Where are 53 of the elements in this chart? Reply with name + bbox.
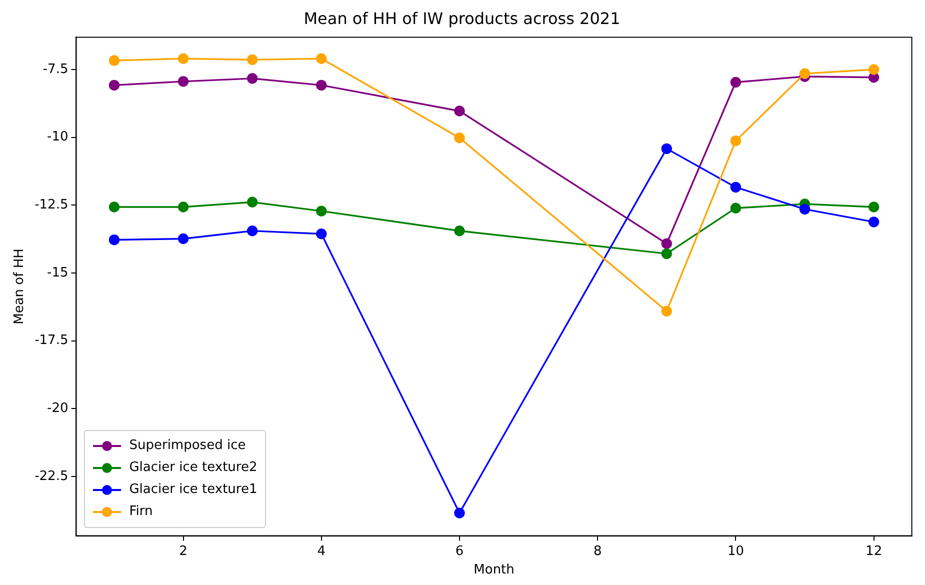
point bbox=[316, 206, 327, 216]
point bbox=[661, 143, 672, 154]
x-tick-label: 2 bbox=[179, 544, 188, 559]
point bbox=[178, 233, 189, 244]
point bbox=[661, 306, 672, 317]
point bbox=[246, 226, 258, 236]
point bbox=[454, 132, 465, 144]
point bbox=[730, 135, 742, 146]
legend-label: Firn bbox=[129, 504, 153, 520]
y-axis-title: Mean of HH bbox=[12, 248, 28, 324]
point bbox=[799, 68, 810, 79]
point bbox=[316, 53, 327, 64]
point bbox=[108, 80, 120, 91]
y-tick-label: -10 bbox=[47, 130, 68, 145]
y-tick-label: -17.5 bbox=[34, 333, 68, 348]
point bbox=[108, 202, 120, 212]
x-axis-title: Month bbox=[474, 562, 514, 578]
point bbox=[246, 73, 258, 84]
point bbox=[730, 202, 742, 214]
y-tick-label: -7.5 bbox=[42, 62, 68, 77]
x-tick-label: 10 bbox=[727, 544, 744, 559]
y-tick-label: -12.5 bbox=[34, 197, 68, 212]
point bbox=[246, 196, 258, 208]
x-tick-label: 12 bbox=[866, 544, 882, 559]
y-tick-label: -22.5 bbox=[34, 468, 68, 484]
legend-label: Glacier ice texture1 bbox=[129, 482, 258, 498]
point bbox=[178, 53, 189, 64]
point bbox=[246, 54, 258, 66]
point bbox=[454, 106, 465, 116]
point bbox=[799, 204, 810, 215]
point bbox=[316, 80, 327, 91]
point bbox=[868, 202, 880, 212]
point bbox=[661, 238, 672, 249]
point bbox=[316, 228, 327, 240]
x-tick-label: 8 bbox=[593, 544, 602, 559]
point bbox=[454, 226, 465, 236]
legend-label: Superimposed ice bbox=[129, 438, 246, 454]
y-tick-label: -15 bbox=[47, 265, 68, 280]
y-tick-label: -20 bbox=[47, 400, 68, 416]
point bbox=[661, 248, 672, 260]
point bbox=[108, 55, 120, 66]
point bbox=[730, 182, 742, 193]
point bbox=[108, 234, 120, 246]
point bbox=[454, 508, 465, 518]
chart-title: Mean of HH of IW products across 2021 bbox=[304, 8, 620, 28]
legend-label: Glacier ice texture2 bbox=[129, 460, 258, 476]
point bbox=[868, 64, 880, 75]
point bbox=[730, 76, 742, 88]
point bbox=[178, 202, 189, 212]
x-tick-label: 6 bbox=[455, 544, 464, 559]
x-tick-label: 4 bbox=[317, 544, 326, 559]
point bbox=[868, 216, 880, 228]
point bbox=[178, 76, 189, 87]
